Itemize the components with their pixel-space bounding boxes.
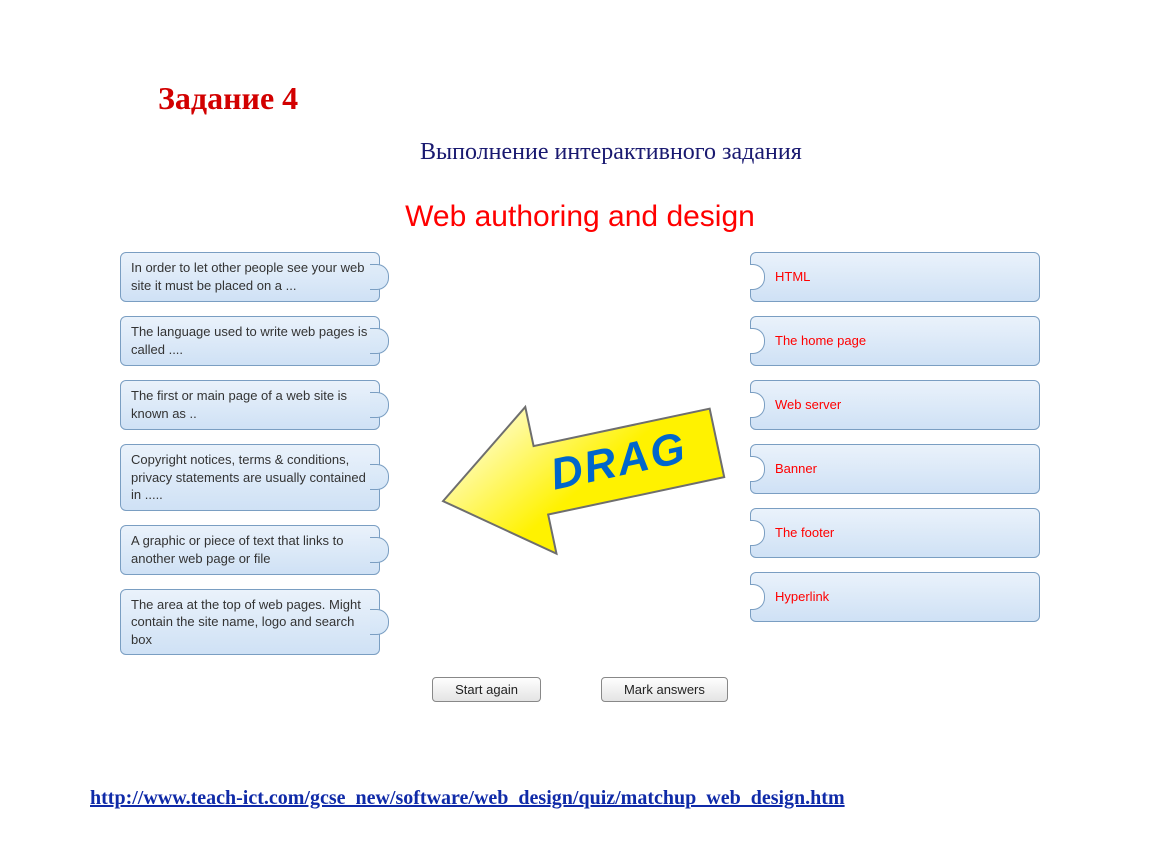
answer-text: The home page	[775, 332, 866, 350]
answer-text: Web server	[775, 396, 841, 414]
start-again-button[interactable]: Start again	[432, 677, 541, 702]
drag-arrow-icon: DRAG	[420, 382, 740, 562]
answer-card[interactable]: The footer	[750, 508, 1040, 558]
quiz-columns: In order to let other people see your we…	[120, 252, 1040, 655]
question-text: The language used to write web pages is …	[131, 323, 369, 358]
answer-card[interactable]: HTML	[750, 252, 1040, 302]
answer-card[interactable]: Banner	[750, 444, 1040, 494]
question-text: The first or main page of a web site is …	[131, 387, 369, 422]
question-card[interactable]: The first or main page of a web site is …	[120, 380, 380, 430]
answers-column: HTML The home page Web server Banner The…	[750, 252, 1040, 655]
question-card[interactable]: The language used to write web pages is …	[120, 316, 380, 366]
question-card[interactable]: A graphic or piece of text that links to…	[120, 525, 380, 575]
question-card[interactable]: The area at the top of web pages. Might …	[120, 589, 380, 656]
question-text: The area at the top of web pages. Might …	[131, 596, 369, 649]
answer-card[interactable]: The home page	[750, 316, 1040, 366]
page-title: Задание 4	[158, 80, 298, 117]
answer-text: Hyperlink	[775, 588, 829, 606]
quiz-heading: Web authoring and design	[120, 200, 1040, 234]
answer-card[interactable]: Hyperlink	[750, 572, 1040, 622]
button-row: Start again Mark answers	[120, 677, 1040, 702]
answer-text: The footer	[775, 524, 834, 542]
answer-text: HTML	[775, 268, 810, 286]
question-text: Copyright notices, terms & conditions, p…	[131, 451, 369, 504]
question-text: A graphic or piece of text that links to…	[131, 532, 369, 567]
answer-text: Banner	[775, 460, 817, 478]
question-card[interactable]: In order to let other people see your we…	[120, 252, 380, 302]
question-card[interactable]: Copyright notices, terms & conditions, p…	[120, 444, 380, 511]
quiz-container: Web authoring and design In order to let…	[120, 200, 1040, 702]
mark-answers-button[interactable]: Mark answers	[601, 677, 728, 702]
questions-column: In order to let other people see your we…	[120, 252, 380, 655]
page-subtitle: Выполнение интерактивного задания	[420, 139, 802, 166]
source-link[interactable]: http://www.teach-ict.com/gcse_new/softwa…	[90, 787, 845, 810]
answer-card[interactable]: Web server	[750, 380, 1040, 430]
question-text: In order to let other people see your we…	[131, 259, 369, 294]
